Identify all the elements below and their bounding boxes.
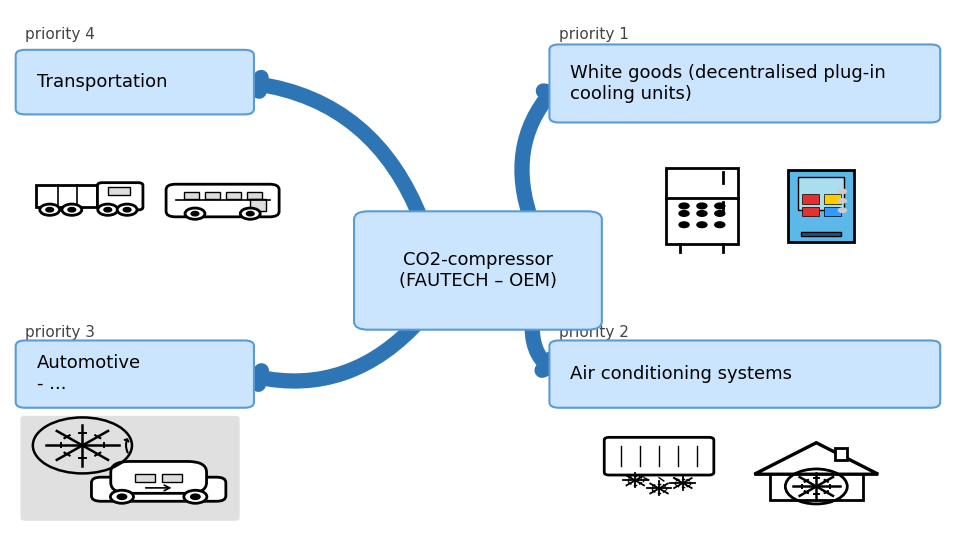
- Bar: [226, 192, 241, 199]
- Bar: [801, 232, 841, 236]
- Bar: [797, 177, 844, 209]
- Text: White goods (decentralised plug-in
cooling units): White goods (decentralised plug-in cooli…: [571, 64, 886, 103]
- FancyBboxPatch shape: [16, 340, 254, 408]
- Circle shape: [191, 494, 200, 499]
- Circle shape: [46, 208, 53, 212]
- Text: priority 3: priority 3: [25, 326, 95, 340]
- FancyBboxPatch shape: [98, 183, 142, 210]
- Circle shape: [185, 208, 204, 219]
- Bar: [769, 474, 862, 500]
- Bar: [835, 448, 847, 460]
- Circle shape: [838, 199, 846, 203]
- Bar: [135, 474, 155, 481]
- Text: CO2-compressor
(FAUTECH – OEM): CO2-compressor (FAUTECH – OEM): [399, 251, 557, 290]
- Circle shape: [191, 212, 199, 216]
- Circle shape: [117, 494, 127, 499]
- FancyBboxPatch shape: [110, 461, 206, 493]
- Bar: [36, 186, 102, 207]
- FancyBboxPatch shape: [549, 340, 940, 408]
- Bar: [163, 474, 182, 481]
- Circle shape: [715, 222, 725, 228]
- Bar: [184, 192, 200, 199]
- FancyBboxPatch shape: [16, 50, 254, 114]
- FancyBboxPatch shape: [549, 44, 940, 122]
- FancyBboxPatch shape: [91, 477, 226, 502]
- Circle shape: [123, 208, 131, 212]
- Circle shape: [697, 222, 707, 228]
- Bar: [788, 169, 855, 242]
- Circle shape: [715, 210, 725, 216]
- Circle shape: [697, 210, 707, 216]
- Text: priority 2: priority 2: [559, 326, 629, 340]
- Bar: [666, 168, 737, 243]
- Circle shape: [715, 203, 725, 209]
- Bar: [250, 199, 266, 212]
- FancyBboxPatch shape: [20, 416, 239, 521]
- Text: priority 1: priority 1: [559, 27, 629, 42]
- Circle shape: [104, 208, 111, 212]
- Bar: [825, 194, 841, 204]
- Circle shape: [240, 208, 261, 219]
- Circle shape: [679, 222, 689, 228]
- Text: Air conditioning systems: Air conditioning systems: [571, 365, 793, 383]
- Bar: [108, 187, 130, 195]
- Text: Transportation: Transportation: [37, 73, 168, 91]
- FancyBboxPatch shape: [354, 212, 602, 329]
- Bar: [247, 192, 263, 199]
- Bar: [802, 207, 819, 216]
- Bar: [204, 192, 220, 199]
- Circle shape: [40, 204, 60, 215]
- Circle shape: [838, 189, 846, 194]
- Circle shape: [110, 490, 134, 503]
- Circle shape: [98, 204, 117, 215]
- FancyBboxPatch shape: [605, 437, 714, 475]
- Circle shape: [679, 210, 689, 216]
- Circle shape: [117, 204, 137, 215]
- Circle shape: [184, 490, 206, 503]
- Circle shape: [246, 212, 254, 216]
- FancyBboxPatch shape: [166, 184, 279, 217]
- Circle shape: [62, 204, 81, 215]
- Circle shape: [838, 208, 846, 213]
- Bar: [825, 207, 841, 216]
- Text: priority 4: priority 4: [25, 27, 95, 42]
- Polygon shape: [754, 443, 878, 474]
- Bar: [802, 194, 819, 204]
- Circle shape: [679, 203, 689, 209]
- Circle shape: [68, 208, 76, 212]
- Circle shape: [697, 203, 707, 209]
- Text: Automotive
- ...: Automotive - ...: [37, 354, 141, 393]
